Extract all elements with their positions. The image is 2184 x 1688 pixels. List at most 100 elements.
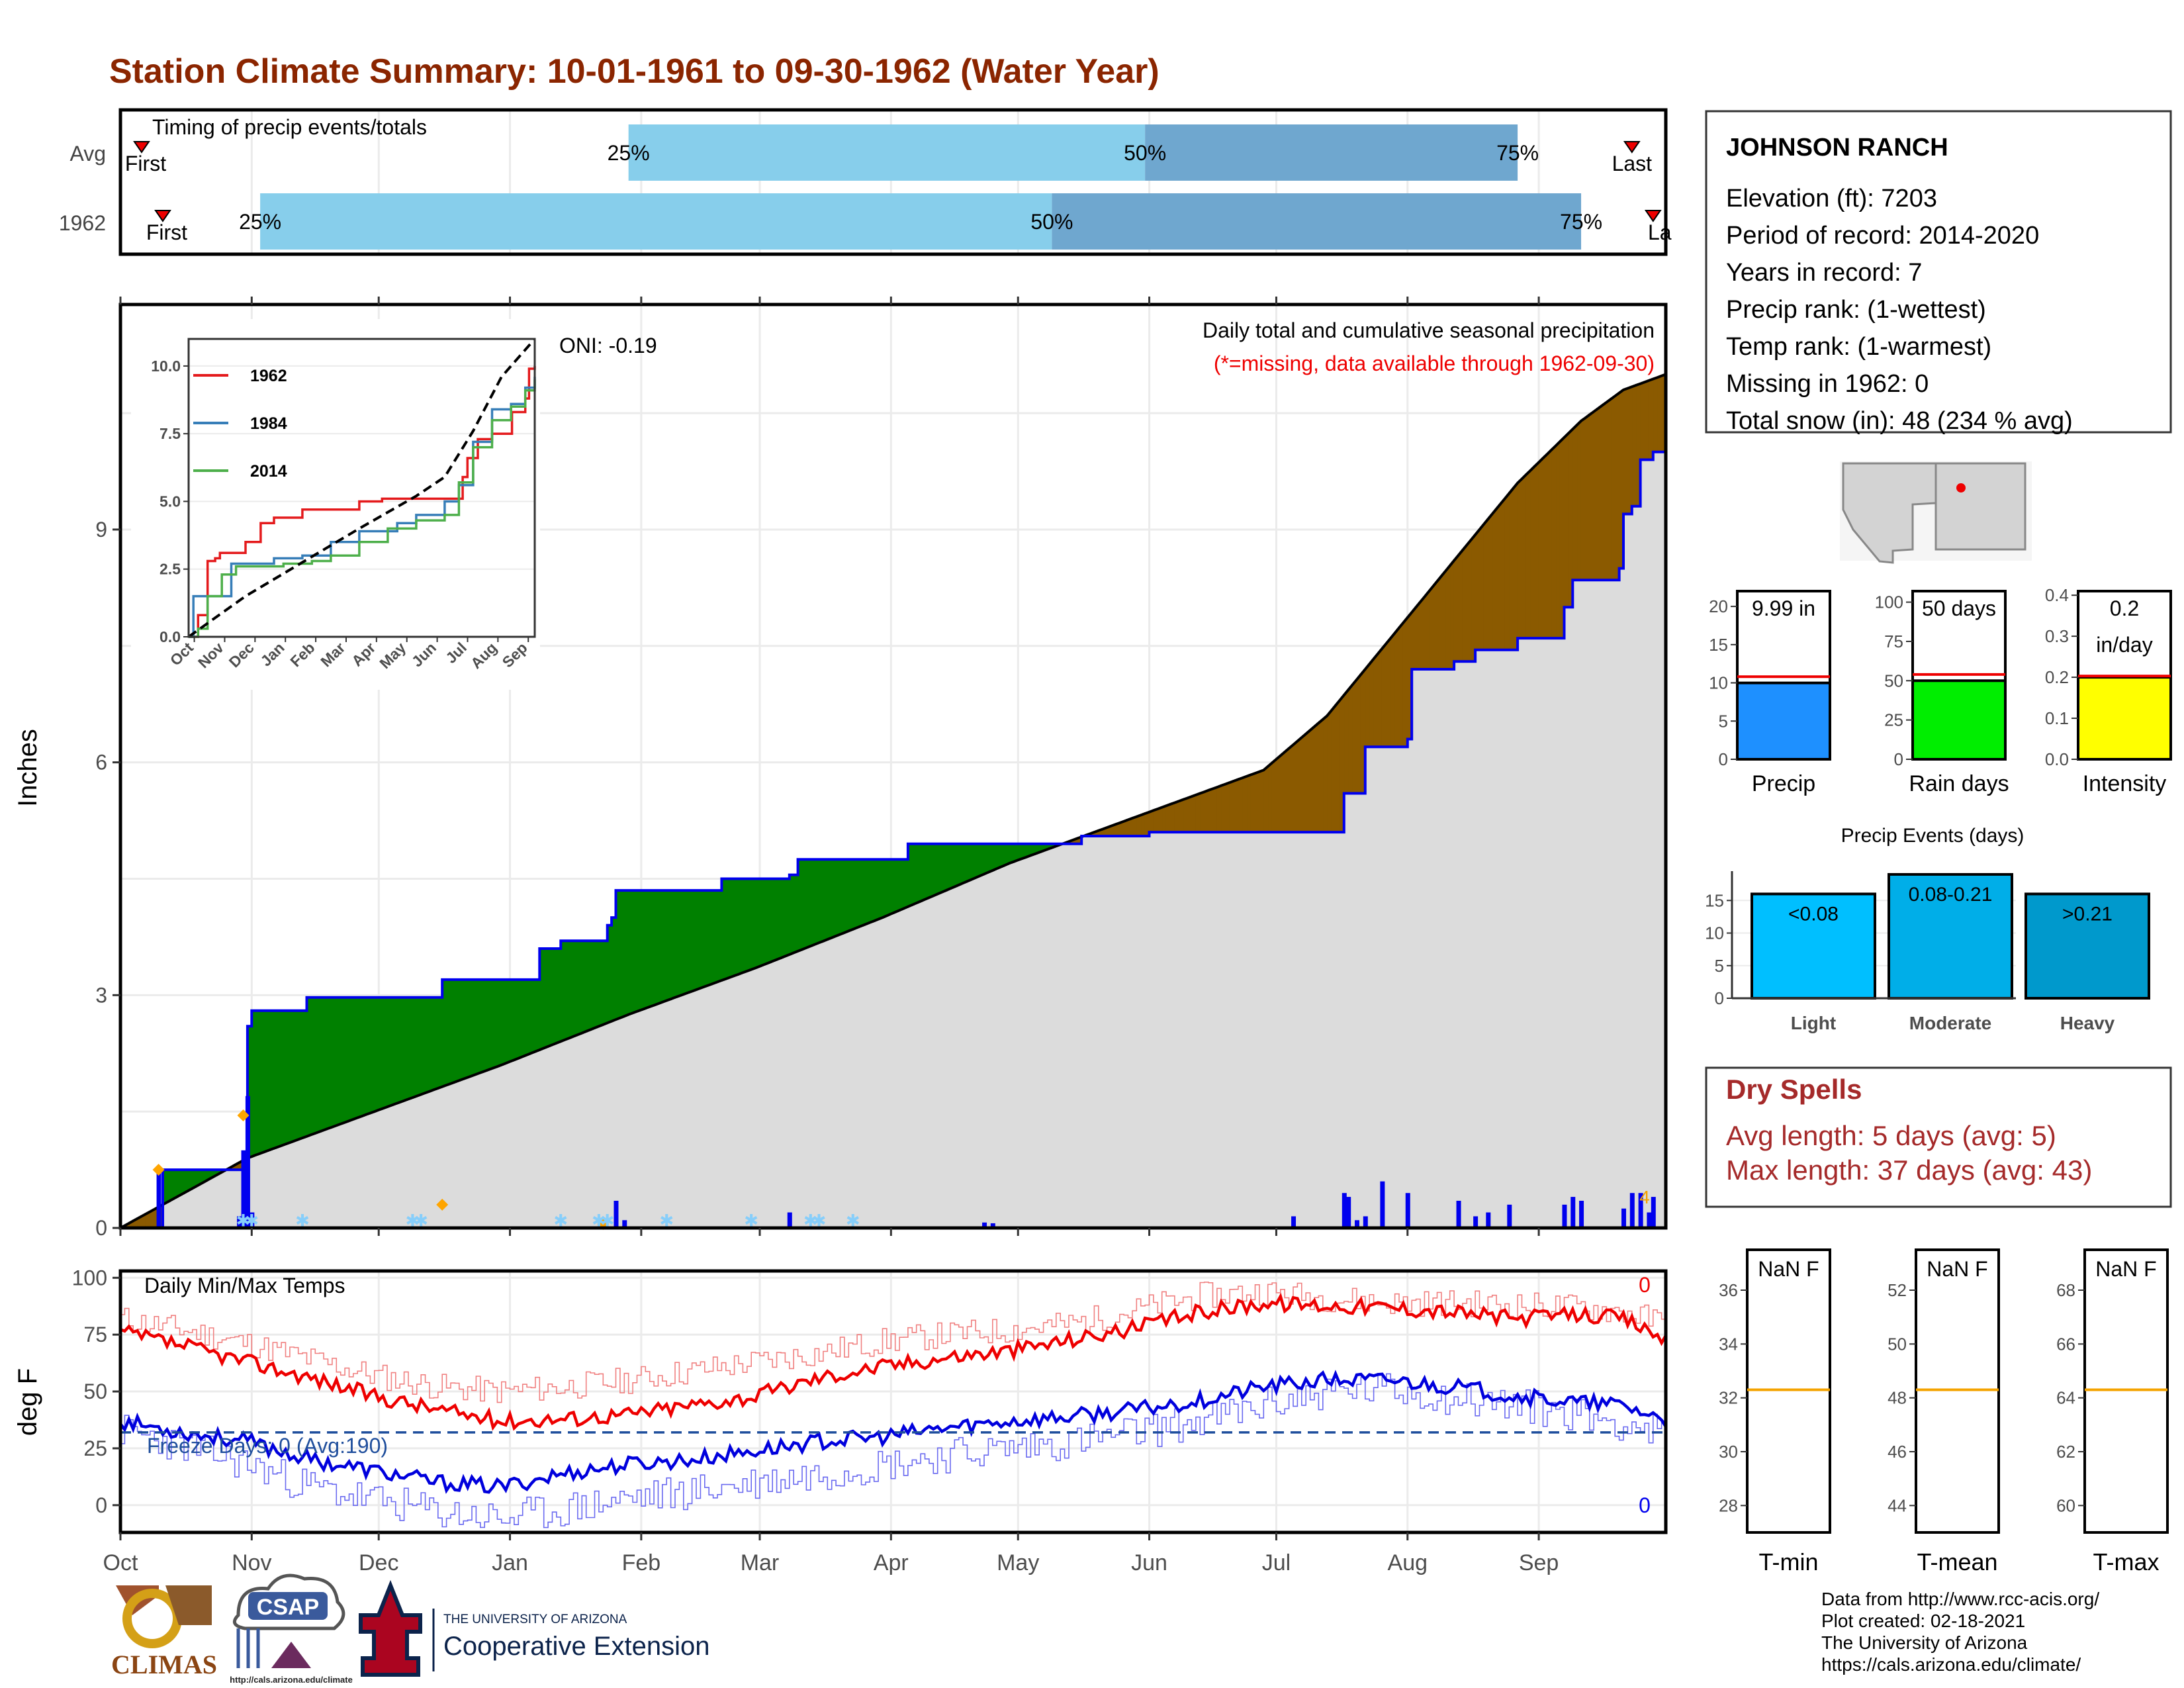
gauge-value-label: in/day xyxy=(2096,633,2152,657)
surplus-segment xyxy=(861,859,866,927)
surplus-segment xyxy=(768,878,773,964)
deficit-segment xyxy=(1271,758,1277,833)
month-label-Mar: Mar xyxy=(741,1550,780,1575)
surplus-segment xyxy=(454,979,460,1083)
inset-ytick-label: 5.0 xyxy=(159,492,181,510)
precip-frame xyxy=(118,303,1668,1230)
surplus-segment xyxy=(1009,843,1015,864)
timing-panel: Timing of precip events/totals Avg 1962 … xyxy=(59,108,1672,256)
csap-mountain xyxy=(271,1642,311,1668)
deficit-segment xyxy=(1174,800,1179,833)
temp-gauge-ytick-label: 46 xyxy=(1888,1442,1907,1462)
deficit-segment xyxy=(1140,813,1146,837)
gauge-ytick-label: 50 xyxy=(1884,671,1903,690)
surplus-segment xyxy=(678,890,684,997)
deficit-segment xyxy=(1610,395,1615,581)
temp-gauge-ytick-label: 36 xyxy=(1719,1280,1738,1300)
surplus-segment xyxy=(357,997,363,1119)
deficit-segment xyxy=(1529,465,1535,639)
corner-count: 4 xyxy=(1639,1187,1650,1207)
station-missing: Missing in 1962: 0 xyxy=(1726,370,1929,398)
deficit-segment xyxy=(1267,762,1273,833)
deficit-segment xyxy=(1458,549,1463,662)
deficit-segment xyxy=(1276,755,1281,833)
temp-ytick-label: 0 xyxy=(95,1493,107,1517)
surplus-segment xyxy=(819,859,824,943)
temp-gauge-value-label: NaN F xyxy=(1758,1257,1819,1281)
surplus-segment xyxy=(971,843,976,880)
average-cumulative-fill xyxy=(120,374,1666,1228)
surplus-segment xyxy=(569,940,574,1039)
temp-gauge-ytick-label: 66 xyxy=(2056,1334,2075,1354)
deficit-segment xyxy=(1161,805,1167,833)
last-event-label: Last xyxy=(1612,152,1653,175)
surplus-segment xyxy=(565,940,570,1041)
snow-marker: ✱ xyxy=(803,1211,818,1231)
climas-wordmark: CLIMAS xyxy=(111,1650,217,1679)
gauge-bar-Rain days xyxy=(1911,679,2007,761)
inset-series-1962 xyxy=(189,365,536,638)
surplus-segment xyxy=(378,997,384,1111)
surplus-segment xyxy=(954,843,960,888)
surplus-segment xyxy=(975,843,981,878)
surplus-segment xyxy=(874,859,879,921)
deficit-segment xyxy=(1301,733,1306,833)
deficit-segment xyxy=(1352,679,1357,794)
surplus-segment xyxy=(492,979,498,1069)
events-ytick-label: 5 xyxy=(1715,956,1724,976)
events-bar-Moderate xyxy=(1888,872,2013,1000)
surplus-segment xyxy=(429,997,434,1092)
gauge-ytick-label: 15 xyxy=(1709,635,1728,655)
missing-data-marker xyxy=(152,1164,165,1176)
inset-lines xyxy=(187,338,536,638)
surplus-segment xyxy=(925,843,930,900)
deficit-segment xyxy=(1398,622,1404,747)
daily-precip-bar xyxy=(1651,1197,1656,1228)
gauge-ytick-label: 5 xyxy=(1719,711,1728,731)
snow-marker: ✱ xyxy=(812,1211,827,1231)
timing-row-avg: Avg xyxy=(69,142,106,165)
inset-series-1984 xyxy=(189,377,536,638)
surplus-segment xyxy=(687,890,693,994)
daily-precip-bar xyxy=(1355,1220,1359,1228)
gauge-ytick-label: 0.4 xyxy=(2045,585,2069,605)
timing-p25-label: 25% xyxy=(608,141,650,165)
temp-lines xyxy=(119,1282,1667,1528)
month-label-Apr: Apr xyxy=(874,1550,909,1575)
deficit-segment xyxy=(1471,534,1476,662)
deficit-segment xyxy=(1432,580,1437,670)
deficit-segment xyxy=(1513,482,1518,651)
tmax-average-line xyxy=(120,1282,1666,1403)
surplus-segment xyxy=(950,843,955,890)
deficit-segment xyxy=(1538,457,1543,639)
deficit-segment xyxy=(1280,751,1285,833)
surplus-segment xyxy=(738,878,743,975)
surplus-segment xyxy=(412,997,418,1098)
precip-ytick-label: 3 xyxy=(95,983,107,1007)
surplus-segment xyxy=(323,997,328,1131)
temp-panel: 0 25 50 75 100 Daily Min/Max Temps Freeze Da… xyxy=(13,1266,1668,1575)
surplus-segment xyxy=(683,890,688,995)
surplus-segment xyxy=(623,890,629,1017)
average-cumulative-line xyxy=(120,373,1666,1229)
deficit-segment xyxy=(1238,777,1243,833)
temp-plot-background xyxy=(120,1271,1666,1532)
station-temp-rank: Temp rank: (1-warmest) xyxy=(1726,333,1991,361)
deficit-segment xyxy=(1602,401,1607,581)
temp-gauge-ytick-label: 68 xyxy=(2056,1280,2075,1300)
surplus-segment xyxy=(259,1010,265,1154)
gauge-ytick-label: 10 xyxy=(1709,673,1728,693)
gauge-ytick-label: 100 xyxy=(1875,592,1903,612)
temp-ytick-label: 75 xyxy=(83,1323,107,1346)
timing-bar-q3 xyxy=(1145,124,1518,181)
surplus-segment xyxy=(496,979,502,1067)
climas-mark-ring xyxy=(122,1589,182,1648)
csap-url: http://cals.arizona.edu/climate xyxy=(230,1675,353,1685)
deficit-segment xyxy=(1555,440,1561,639)
timing-bar-q2 xyxy=(260,193,1052,250)
deficit-segment xyxy=(1377,647,1383,747)
deficit-segment xyxy=(1229,780,1234,833)
gauge-panels: 9.99 in Precip 0 5 10 15 20 50 days Rain days 0 25… xyxy=(1709,585,2172,796)
csap-bars xyxy=(236,1628,260,1668)
gauge-ytick-label: 0.0 xyxy=(2045,749,2069,769)
